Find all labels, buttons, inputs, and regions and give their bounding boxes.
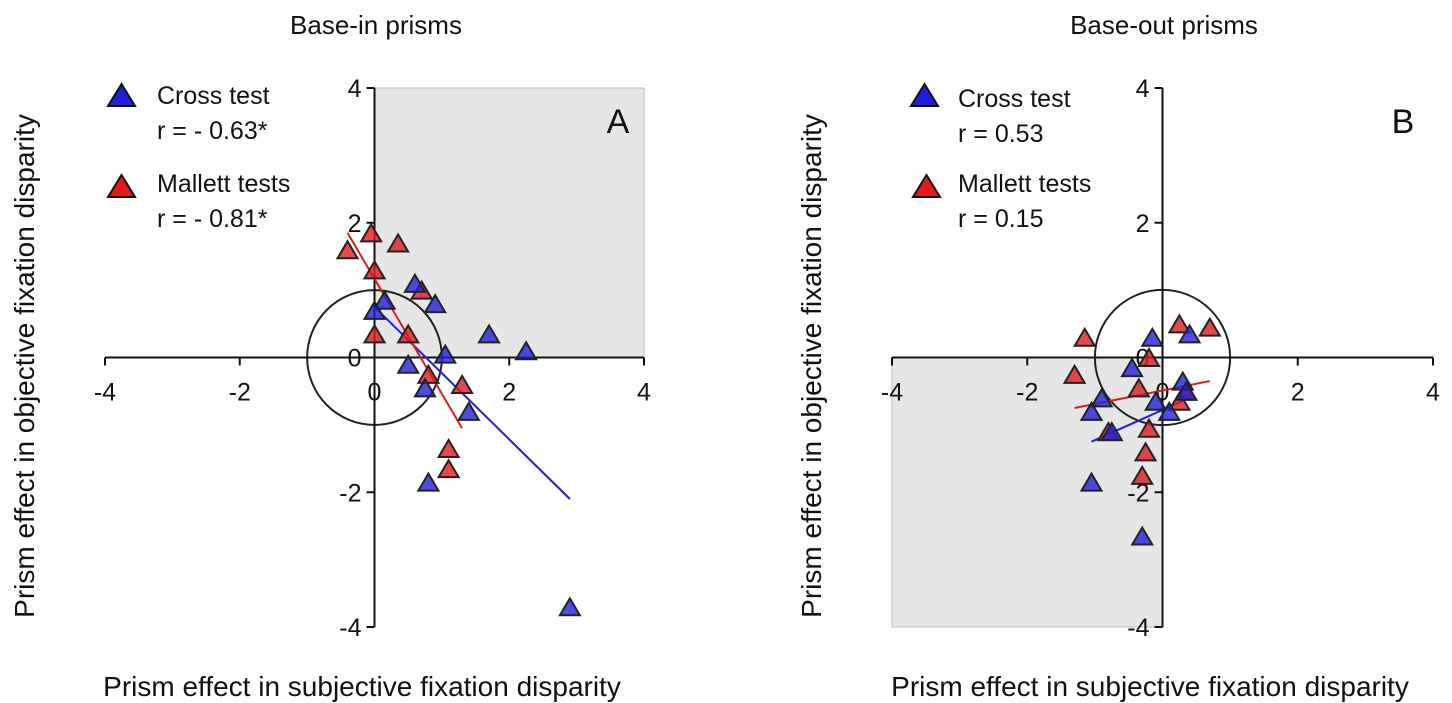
panel-a-point-mallett bbox=[359, 222, 383, 243]
panel-b-point-mallett bbox=[1130, 464, 1154, 485]
panel-a-point-mallett bbox=[436, 437, 461, 458]
panel-a-x-tick-label: -4 bbox=[94, 379, 116, 407]
panel-a-y-tick-label: 0 bbox=[348, 345, 362, 373]
panel-b-x-tick-label: 2 bbox=[1291, 379, 1305, 407]
panel-b-legend-mallett-label: Mallett tests bbox=[958, 170, 1091, 198]
panel-b-legend-cross-label: Cross test bbox=[958, 85, 1071, 113]
panel-a-x-tick-label: -2 bbox=[229, 379, 251, 407]
panel-a-point-cross bbox=[372, 289, 397, 310]
panel-a-point-cross bbox=[396, 353, 420, 374]
panel-b-x-tick-label: -4 bbox=[881, 379, 903, 407]
panel-a-y-axis-label: Prism effect in objective fixation dispa… bbox=[9, 114, 40, 618]
panel-a-point-cross bbox=[403, 272, 427, 293]
panel-b-point-mallett bbox=[1167, 390, 1192, 411]
panel-a-y-tick-label: -4 bbox=[339, 614, 361, 642]
panel-a-y-tick-label: 4 bbox=[348, 75, 362, 103]
panel-b-point-mallett bbox=[1133, 441, 1158, 462]
panel-a-shaded-quadrant bbox=[374, 87, 645, 358]
panel-a-point-mallett bbox=[386, 232, 410, 253]
panel-b-x-tick-label: -2 bbox=[1016, 379, 1038, 407]
panel-a-point-cross bbox=[362, 299, 387, 320]
panel-b-y-tick-label: 2 bbox=[1136, 210, 1150, 238]
panel-a-x-tick-label: 0 bbox=[368, 379, 382, 407]
panel-b-point-mallett bbox=[1127, 377, 1151, 398]
panel-a-point-cross bbox=[514, 340, 538, 361]
panel-a-point-mallett bbox=[416, 363, 441, 384]
panel-b-label: B bbox=[1392, 103, 1415, 141]
panel-a-y-tick-label: -2 bbox=[339, 479, 361, 507]
panel-b-point-mallett bbox=[1137, 347, 1161, 367]
panel-a-x-tick-label: 2 bbox=[502, 379, 516, 407]
panel-b-point-cross bbox=[1143, 390, 1168, 411]
panel-a-x-axis-label: Prism effect in subjective fixation disp… bbox=[103, 671, 621, 702]
panel-a-x-tick-label: 4 bbox=[637, 379, 651, 407]
panel-a-label: A bbox=[607, 103, 630, 141]
panel-a-point-mallett bbox=[335, 239, 360, 260]
panel-b-x-axis-label: Prism effect in subjective fixation disp… bbox=[891, 671, 1409, 702]
panel-b-point-cross bbox=[1079, 471, 1104, 492]
panel-a-title: Base-in prisms bbox=[290, 10, 462, 40]
panel-b-x-ticks: -4 -2 0 2 4 bbox=[881, 357, 1440, 407]
panel-a-x-ticks: -4 -2 0 2 4 bbox=[94, 357, 651, 407]
panel-b-shaded-quadrant bbox=[891, 357, 1163, 628]
panel-a-legend-cross-label: Cross test bbox=[157, 82, 270, 110]
panel-a-point-cross bbox=[558, 596, 582, 617]
panel-b-y-tick-label: -4 bbox=[1127, 614, 1149, 642]
panel-a-point-cross bbox=[416, 471, 441, 492]
panel-a-y-tick-label: 2 bbox=[348, 210, 362, 238]
panel-a-point-mallett bbox=[362, 323, 387, 344]
panel-b-x-tick-label: 4 bbox=[1426, 379, 1440, 407]
panel-a-legend-mallett-marker bbox=[106, 173, 137, 198]
panel-b-y-tick-label: 4 bbox=[1136, 75, 1150, 103]
panel-b-legend-mallett-stat: r = 0.15 bbox=[958, 205, 1043, 233]
panel-a-legend-cross-marker bbox=[106, 82, 137, 107]
panel-a-point-mallett bbox=[362, 259, 387, 280]
panel-b-point-mallett bbox=[1062, 363, 1087, 384]
panel-a-point-mallett bbox=[436, 458, 461, 479]
panel-b-y-tick-label: -2 bbox=[1127, 479, 1149, 507]
panel-b-title: Base-out prisms bbox=[1070, 10, 1258, 40]
panel-a-legend-mallett-stat: r = - 0.81* bbox=[157, 205, 268, 233]
panel-b-point-cross bbox=[1157, 400, 1182, 421]
panel-b-point-cross bbox=[1079, 400, 1104, 421]
panel-b-point-cross bbox=[1120, 357, 1144, 378]
panel-b-legend-mallett-marker bbox=[911, 173, 942, 198]
panel-b-point-cross bbox=[1140, 326, 1165, 347]
panel-b-point-mallett bbox=[1137, 417, 1161, 438]
panel-a-point-cross bbox=[433, 343, 457, 364]
panel-b-legend: Cross test r = 0.53 Mallett tests r = 0.… bbox=[909, 82, 1091, 233]
panel-a-point-mallett bbox=[450, 373, 474, 394]
panel-a-legend-mallett-label: Mallett tests bbox=[157, 170, 290, 198]
panel-a-legend: Cross test r = - 0.63* Mallett tests r =… bbox=[106, 82, 290, 233]
panel-a-point-mallett bbox=[396, 323, 420, 344]
panel-b-y-axis-label: Prism effect in objective fixation dispa… bbox=[796, 114, 827, 618]
panel-a-point-cross bbox=[457, 400, 481, 421]
panel-b-point-cross bbox=[1130, 525, 1154, 546]
panel-b-point-mallett bbox=[1072, 326, 1097, 347]
panel-b-point-cross bbox=[1089, 387, 1114, 408]
panel-b-legend-cross-marker bbox=[909, 82, 940, 107]
panel-a-y-ticks: 4 2 0 -2 -4 bbox=[339, 75, 375, 642]
panel-b-point-mallett bbox=[1198, 316, 1222, 337]
panel-a-legend-cross-stat: r = - 0.63* bbox=[157, 117, 268, 145]
panel-b-point-cross bbox=[1174, 380, 1198, 401]
panel-a-chart: -4 -2 0 2 4 4 2 0 -2 -4 Base-in prisms Prism eff… bbox=[9, 10, 651, 702]
panel-b-point-cross bbox=[1100, 421, 1124, 442]
panel-a-point-cross bbox=[423, 293, 447, 314]
panel-a-points bbox=[335, 222, 582, 617]
panel-a-point-cross bbox=[477, 323, 501, 344]
panel-b-point-cross bbox=[1177, 323, 1202, 344]
panel-b-points bbox=[1062, 313, 1222, 546]
panel-a-point-cross bbox=[413, 377, 437, 398]
panel-b-point-mallett bbox=[1167, 313, 1192, 334]
panel-b-legend-cross-stat: r = 0.53 bbox=[958, 120, 1043, 148]
